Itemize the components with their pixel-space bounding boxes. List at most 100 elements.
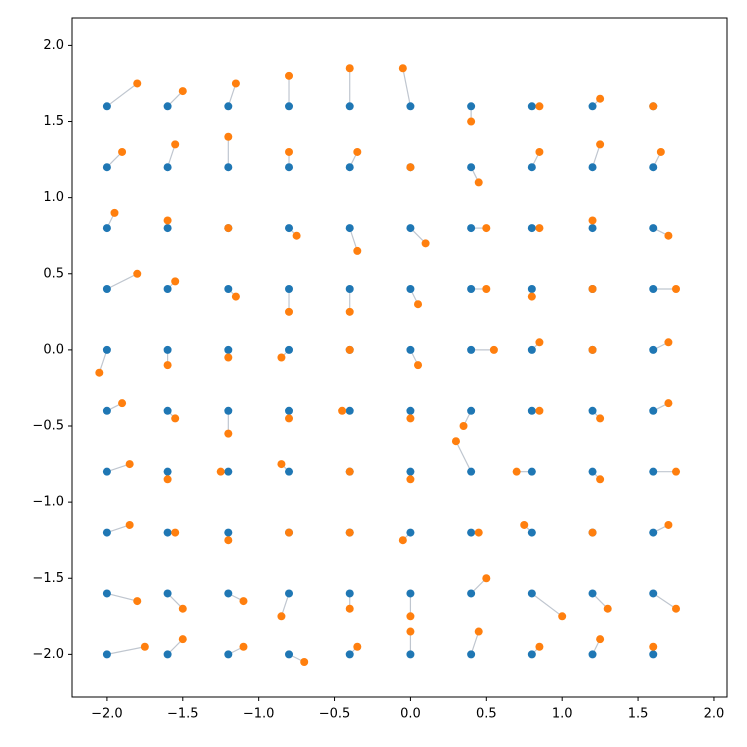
point (406, 406, 415, 415)
point (345, 64, 354, 73)
point (596, 635, 605, 644)
point (482, 284, 491, 293)
point (285, 345, 294, 354)
point (649, 102, 658, 111)
y-tick-label: −1.0 (32, 495, 64, 510)
point (398, 536, 407, 545)
point (558, 612, 567, 621)
point (178, 604, 187, 613)
point (596, 94, 605, 103)
point (467, 467, 476, 476)
point (102, 528, 111, 537)
point (467, 650, 476, 659)
point (588, 589, 597, 598)
y-tick-label: 2.0 (43, 38, 64, 53)
point (527, 224, 536, 233)
displacement-line (591, 144, 601, 168)
point (406, 224, 415, 233)
point (102, 650, 111, 659)
point (656, 147, 665, 156)
point (353, 246, 362, 255)
point (672, 284, 681, 293)
point (163, 102, 172, 111)
x-tick-label: −0.5 (319, 707, 351, 722)
point (672, 604, 681, 613)
point (353, 147, 362, 156)
point (224, 102, 233, 111)
x-tick-label: 0.0 (400, 707, 421, 722)
point (406, 163, 415, 172)
point (406, 475, 415, 484)
point (345, 102, 354, 111)
point (285, 406, 294, 415)
point (414, 300, 423, 309)
point (527, 406, 536, 415)
point (603, 604, 612, 613)
point (300, 657, 309, 666)
point (421, 239, 430, 248)
point (224, 528, 233, 537)
point (406, 345, 415, 354)
point (224, 353, 233, 362)
point (467, 102, 476, 111)
point (649, 589, 658, 598)
point (520, 520, 529, 529)
x-tick-label: 2.0 (704, 707, 725, 722)
point (224, 224, 233, 233)
point (285, 589, 294, 598)
point (224, 467, 233, 476)
x-tick-label: −1.0 (243, 707, 275, 722)
point (527, 467, 536, 476)
point (467, 117, 476, 126)
point (535, 102, 544, 111)
point (125, 460, 134, 469)
point (451, 437, 460, 446)
point (178, 635, 187, 644)
x-tick-label: 0.5 (476, 707, 497, 722)
point (118, 399, 127, 408)
point (110, 208, 119, 217)
point (527, 345, 536, 354)
point (406, 102, 415, 111)
point (527, 163, 536, 172)
point (406, 528, 415, 537)
point (285, 650, 294, 659)
point (277, 460, 286, 469)
point (285, 284, 294, 293)
point (345, 345, 354, 354)
point (649, 467, 658, 476)
displacement-line (531, 592, 563, 617)
point (672, 467, 681, 476)
point (277, 612, 286, 621)
point (345, 650, 354, 659)
point (285, 102, 294, 111)
point (163, 224, 172, 233)
point (535, 224, 544, 233)
displacement-line (106, 592, 138, 602)
point (285, 147, 294, 156)
point (277, 353, 286, 362)
x-tick-label: −2.0 (91, 707, 123, 722)
point (345, 528, 354, 537)
displacement-line (280, 593, 290, 617)
point (527, 292, 536, 301)
point (535, 338, 544, 347)
point (102, 406, 111, 415)
point (285, 163, 294, 172)
y-tick-label: −2.0 (32, 647, 64, 662)
x-tick-label: 1.5 (628, 707, 649, 722)
point (224, 589, 233, 598)
point (285, 71, 294, 80)
point (406, 612, 415, 621)
point (588, 467, 597, 476)
point (118, 147, 127, 156)
point (171, 528, 180, 537)
displacement-line (402, 68, 412, 107)
point (649, 650, 658, 659)
point (171, 277, 180, 286)
point (285, 528, 294, 537)
point (406, 467, 415, 476)
point (512, 467, 521, 476)
displacement-line (106, 273, 138, 290)
